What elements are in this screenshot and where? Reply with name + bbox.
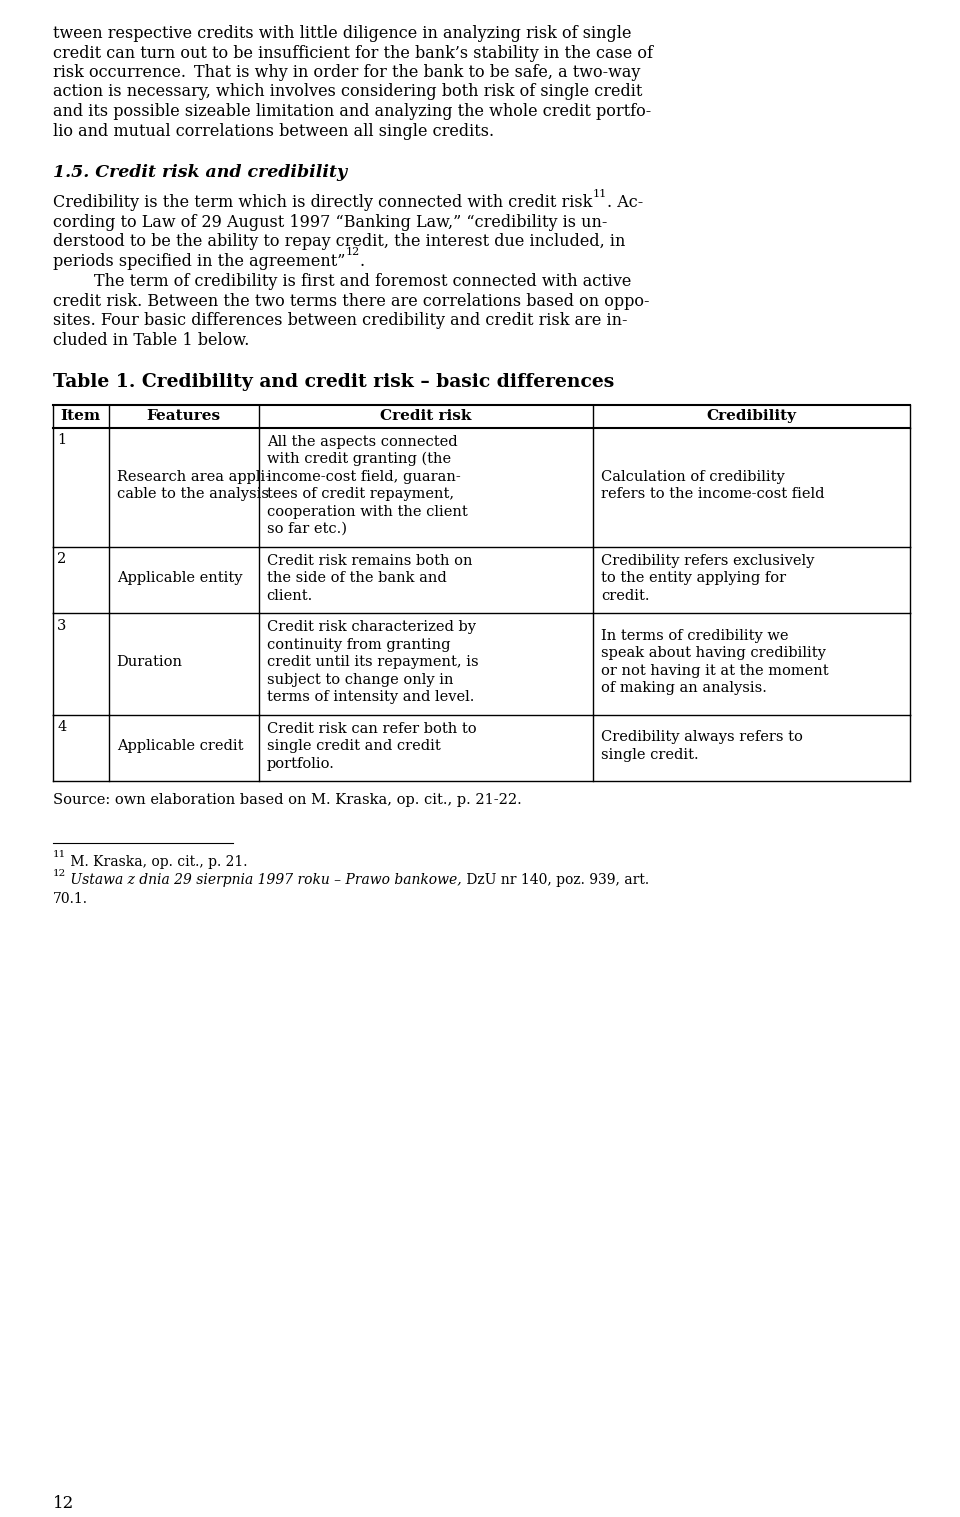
Text: Duration: Duration bbox=[117, 655, 182, 669]
Text: DzU nr 140, poz. 939, art.: DzU nr 140, poz. 939, art. bbox=[462, 872, 649, 887]
Text: Features: Features bbox=[147, 410, 221, 423]
Text: refers to the income-cost field: refers to the income-cost field bbox=[601, 487, 825, 501]
Text: credit risk. Between the two terms there are correlations based on oppo-: credit risk. Between the two terms there… bbox=[53, 293, 650, 309]
Text: continuity from granting: continuity from granting bbox=[267, 637, 450, 651]
Text: cable to the analysis: cable to the analysis bbox=[117, 487, 269, 501]
Text: risk occurrence. That is why in order for the bank to be safe, a two-way: risk occurrence. That is why in order fo… bbox=[53, 64, 640, 80]
Text: terms of intensity and level.: terms of intensity and level. bbox=[267, 690, 474, 704]
Text: The term of credibility is first and foremost connected with active: The term of credibility is first and for… bbox=[53, 273, 632, 290]
Text: so far etc.): so far etc.) bbox=[267, 522, 347, 536]
Text: 12: 12 bbox=[346, 247, 360, 256]
Text: lio and mutual correlations between all single credits.: lio and mutual correlations between all … bbox=[53, 123, 494, 140]
Text: 12: 12 bbox=[53, 1494, 74, 1512]
Text: to the entity applying for: to the entity applying for bbox=[601, 570, 786, 586]
Text: client.: client. bbox=[267, 589, 313, 602]
Text: Research area appli-: Research area appli- bbox=[117, 469, 270, 484]
Text: Table 1. Credibility and credit risk – basic differences: Table 1. Credibility and credit risk – b… bbox=[53, 373, 614, 391]
Text: credit.: credit. bbox=[601, 589, 649, 602]
Text: 11: 11 bbox=[592, 188, 607, 199]
Text: cluded in Table 1 below.: cluded in Table 1 below. bbox=[53, 332, 250, 349]
Text: Credit risk: Credit risk bbox=[380, 410, 471, 423]
Text: income-cost field, guaran-: income-cost field, guaran- bbox=[267, 469, 461, 484]
Text: periods specified in the agreement”: periods specified in the agreement” bbox=[53, 252, 346, 270]
Text: In terms of credibility we: In terms of credibility we bbox=[601, 628, 788, 643]
Text: speak about having credibility: speak about having credibility bbox=[601, 646, 826, 660]
Text: derstood to be the ability to repay credit, the interest due included, in: derstood to be the ability to repay cred… bbox=[53, 234, 625, 250]
Text: cording to Law of 29 August 1997 “Banking Law,” “credibility is un-: cording to Law of 29 August 1997 “Bankin… bbox=[53, 214, 608, 231]
Text: single credit.: single credit. bbox=[601, 748, 699, 762]
Text: 3: 3 bbox=[57, 619, 66, 633]
Text: of making an analysis.: of making an analysis. bbox=[601, 681, 767, 695]
Text: action is necessary, which involves considering both risk of single credit: action is necessary, which involves cons… bbox=[53, 83, 642, 100]
Text: Credibility: Credibility bbox=[707, 410, 797, 423]
Text: M. Kraska, op. cit., p. 21.: M. Kraska, op. cit., p. 21. bbox=[66, 854, 248, 869]
Text: 1.5. Credit risk and credibility: 1.5. Credit risk and credibility bbox=[53, 164, 348, 181]
Text: 4: 4 bbox=[57, 721, 66, 734]
Text: credit can turn out to be insufficient for the bank’s stability in the case of: credit can turn out to be insufficient f… bbox=[53, 44, 653, 62]
Text: Applicable entity: Applicable entity bbox=[117, 570, 242, 586]
Text: Credibility refers exclusively: Credibility refers exclusively bbox=[601, 554, 814, 567]
Text: Item: Item bbox=[60, 410, 101, 423]
Text: sites. Four basic differences between credibility and credit risk are in-: sites. Four basic differences between cr… bbox=[53, 313, 628, 329]
Text: subject to change only in: subject to change only in bbox=[267, 672, 453, 687]
Text: . Ac-: . Ac- bbox=[607, 194, 643, 211]
Text: Credibility always refers to: Credibility always refers to bbox=[601, 730, 803, 745]
Text: Source: own elaboration based on M. Kraska, op. cit., p. 21-22.: Source: own elaboration based on M. Kras… bbox=[53, 793, 521, 807]
Text: 11: 11 bbox=[53, 850, 66, 859]
Text: Credit risk can refer both to: Credit risk can refer both to bbox=[267, 722, 476, 736]
Text: or not having it at the moment: or not having it at the moment bbox=[601, 664, 828, 678]
Text: Credit risk characterized by: Credit risk characterized by bbox=[267, 620, 476, 634]
Text: .: . bbox=[360, 252, 365, 270]
Text: 70.1.: 70.1. bbox=[53, 892, 88, 906]
Text: Ustawa z dnia 29 sierpnia 1997 roku – Prawo bankowe,: Ustawa z dnia 29 sierpnia 1997 roku – Pr… bbox=[66, 872, 462, 887]
Text: 12: 12 bbox=[53, 869, 66, 877]
Text: Credibility is the term which is directly connected with credit risk: Credibility is the term which is directl… bbox=[53, 194, 592, 211]
Text: 1: 1 bbox=[57, 432, 66, 448]
Text: Calculation of credibility: Calculation of credibility bbox=[601, 469, 784, 484]
Text: credit until its repayment, is: credit until its repayment, is bbox=[267, 655, 478, 669]
Text: 2: 2 bbox=[57, 552, 66, 566]
Text: Credit risk remains both on: Credit risk remains both on bbox=[267, 554, 472, 567]
Text: and its possible sizeable limitation and analyzing the whole credit portfo-: and its possible sizeable limitation and… bbox=[53, 103, 651, 120]
Text: Applicable credit: Applicable credit bbox=[117, 739, 243, 752]
Text: the side of the bank and: the side of the bank and bbox=[267, 570, 446, 586]
Text: All the aspects connected: All the aspects connected bbox=[267, 434, 457, 449]
Text: with credit granting (the: with credit granting (the bbox=[267, 452, 451, 466]
Text: single credit and credit: single credit and credit bbox=[267, 739, 441, 752]
Text: cooperation with the client: cooperation with the client bbox=[267, 505, 468, 519]
Text: tees of credit repayment,: tees of credit repayment, bbox=[267, 487, 454, 501]
Text: portfolio.: portfolio. bbox=[267, 757, 334, 771]
Text: tween respective credits with little diligence in analyzing risk of single: tween respective credits with little dil… bbox=[53, 24, 632, 42]
